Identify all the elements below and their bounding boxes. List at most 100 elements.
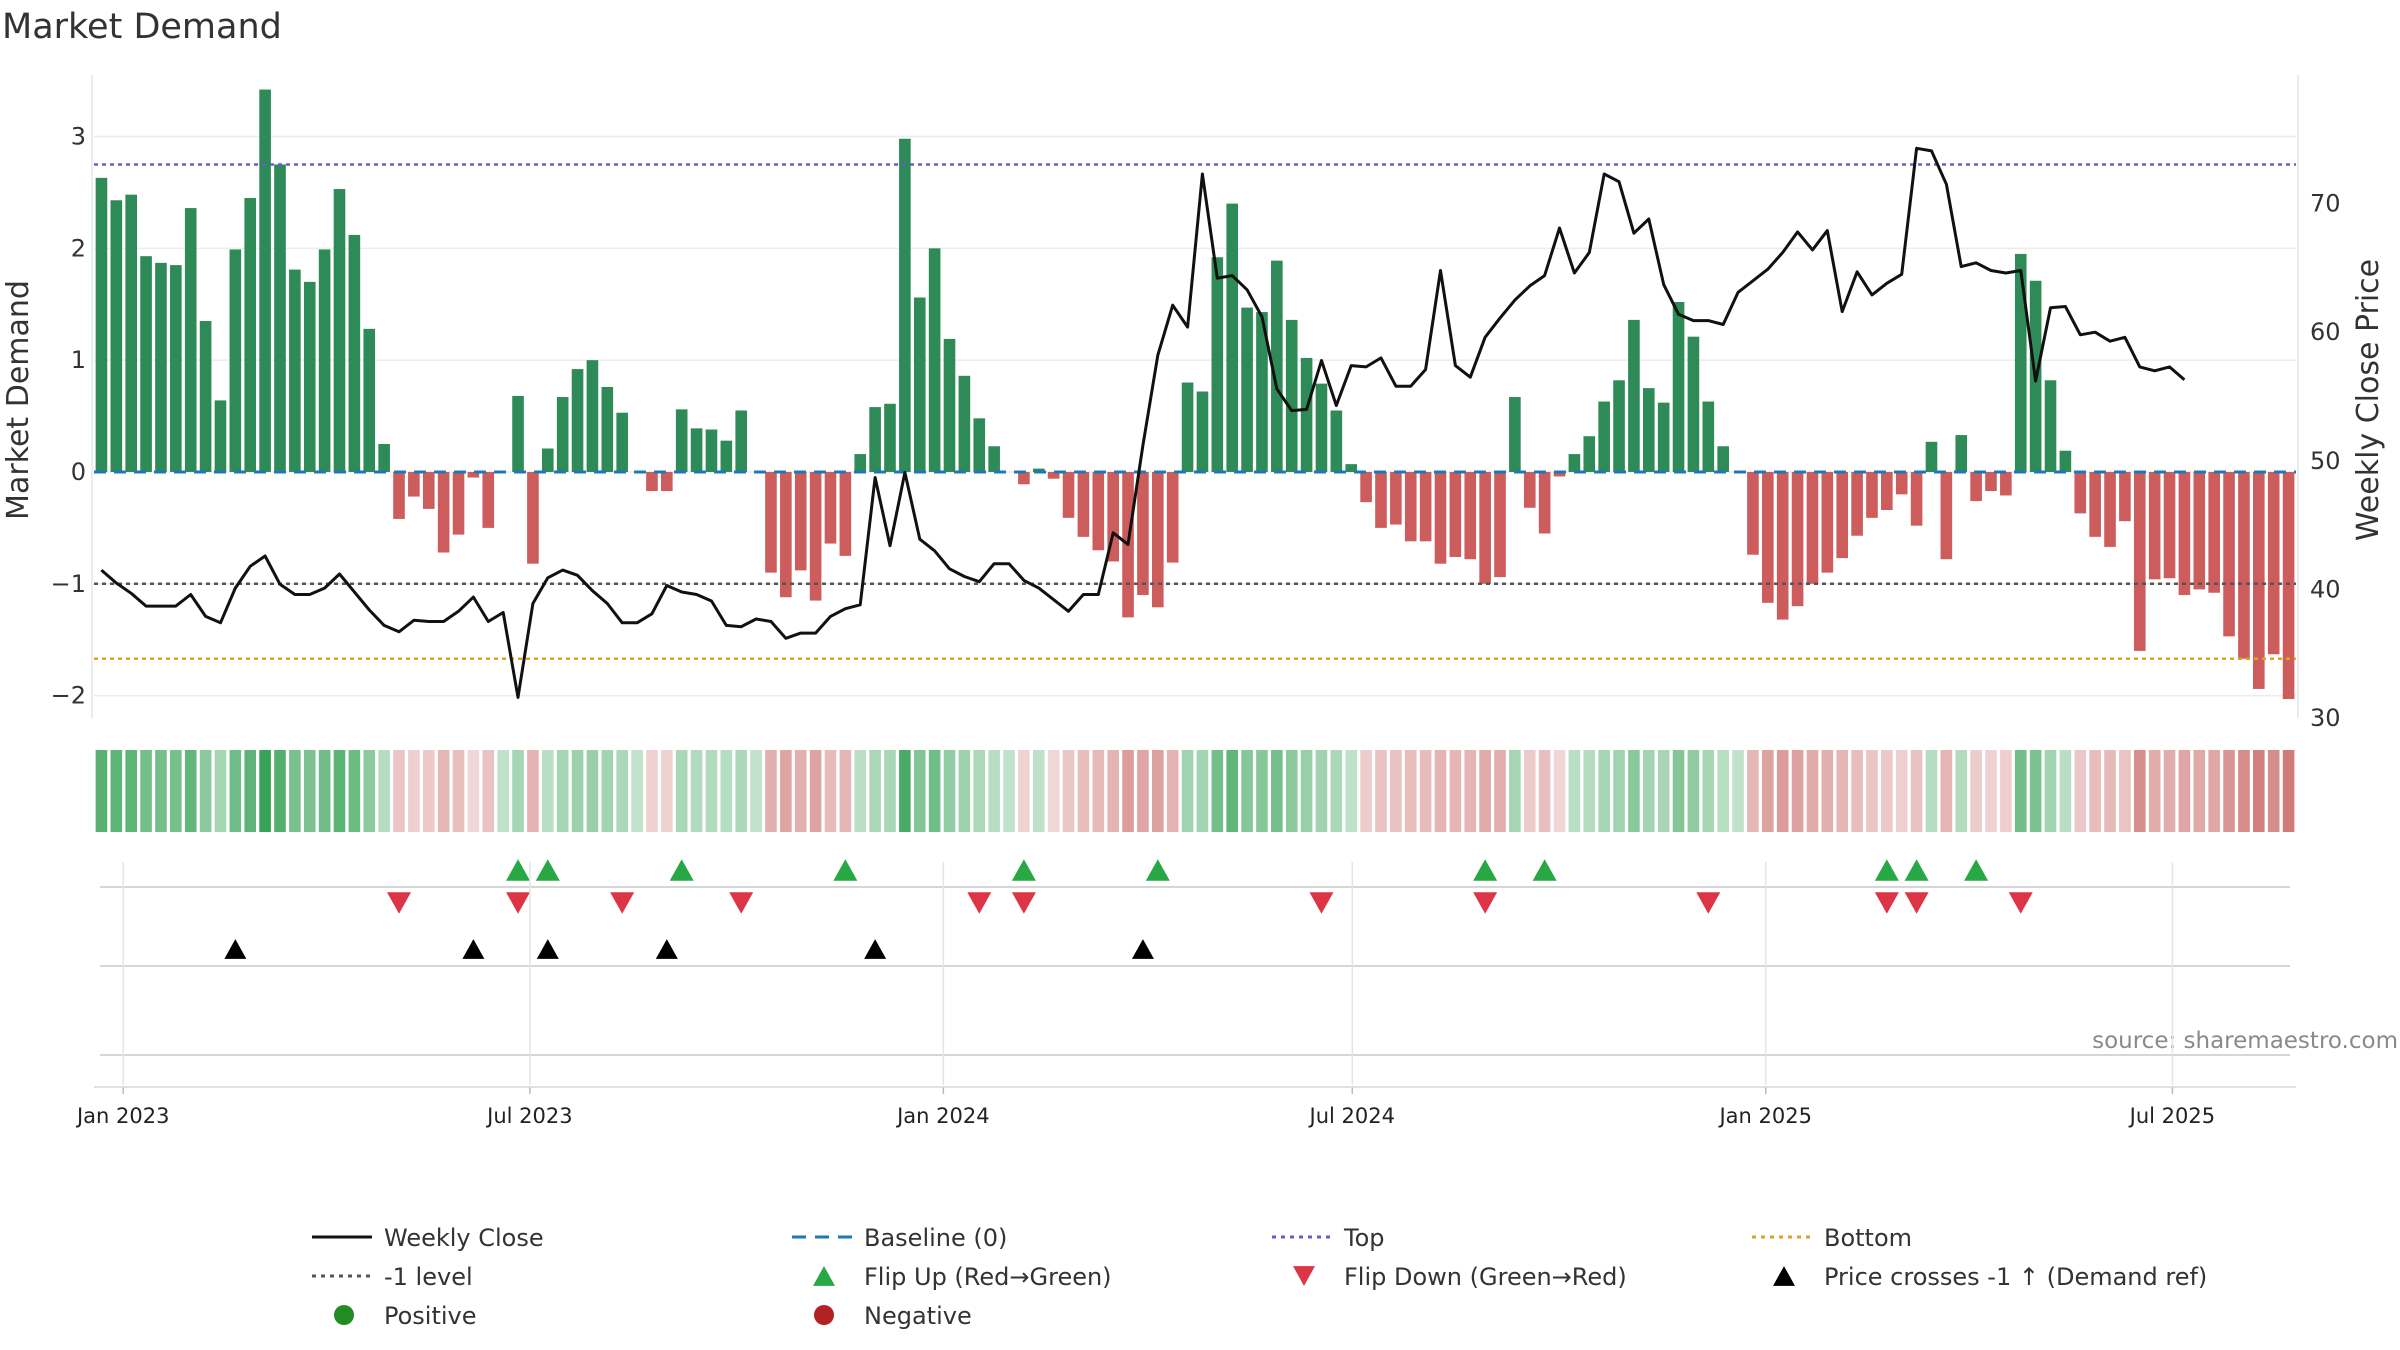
demand-bar — [2223, 471, 2235, 637]
demand-bar — [214, 400, 227, 472]
demand-bar — [2119, 471, 2131, 522]
legend-label: Flip Up (Red→Green) — [864, 1263, 1112, 1291]
demand-bar — [2238, 471, 2250, 659]
heat-cell — [1628, 750, 1640, 832]
demand-bar — [1300, 357, 1313, 472]
demand-bar — [527, 471, 539, 564]
demand-bar — [2000, 471, 2012, 496]
heat-cell — [601, 750, 614, 832]
demand-bar — [482, 471, 495, 528]
flip-down-marker — [1874, 892, 1899, 914]
demand-bar — [1866, 471, 1878, 518]
right-tick-label: 40 — [2310, 575, 2341, 603]
heat-cell — [1806, 750, 1819, 832]
flip-up-marker — [1473, 859, 1498, 881]
demand-bar — [1152, 471, 1164, 608]
flip-down-marker — [2008, 892, 2033, 914]
heat-cell — [854, 750, 867, 832]
demand-bar — [958, 375, 971, 472]
demand-bar — [318, 249, 331, 472]
heat-cell — [1747, 750, 1759, 832]
demand-bar — [1404, 471, 1417, 542]
date-tick-label: Jan 2023 — [75, 1104, 170, 1128]
heat-cell — [1568, 750, 1581, 832]
heat-cell — [646, 750, 658, 832]
source-text: source: sharemaestro.com — [2092, 1028, 2398, 1054]
demand-bar — [1196, 391, 1209, 472]
heat-cell — [140, 750, 152, 832]
demand-heat-strip — [95, 750, 2295, 832]
heat-cell — [1152, 750, 1164, 832]
flip-up-marker — [506, 859, 531, 881]
heat-cell — [1271, 750, 1283, 832]
heat-cell — [1018, 750, 1030, 832]
demand-bar — [2148, 471, 2161, 580]
demand-bar — [1285, 319, 1298, 472]
demand-bar — [1583, 436, 1596, 472]
demand-bar — [1895, 471, 1908, 495]
demand-bar — [735, 410, 748, 472]
demand-bar — [2163, 471, 2176, 579]
demand-bar — [809, 471, 822, 601]
demand-bar — [1241, 307, 1253, 472]
demand-bar — [1271, 260, 1283, 472]
heat-cell — [1285, 750, 1298, 832]
demand-bar — [1642, 388, 1655, 472]
heat-cell — [482, 750, 495, 832]
demand-bar — [824, 471, 837, 544]
heat-cell — [1687, 750, 1700, 832]
heat-cell — [765, 750, 777, 832]
heat-cell — [958, 750, 971, 832]
left-tick-label: 2 — [71, 234, 86, 262]
heat-cell — [705, 750, 718, 832]
heat-cell — [408, 750, 420, 832]
heat-cell — [1062, 750, 1075, 832]
demand-bar — [928, 248, 941, 472]
heat-cell — [378, 750, 390, 832]
demand-bar — [363, 328, 376, 472]
heat-cell — [333, 750, 346, 832]
heat-cell — [1940, 750, 1953, 832]
demand-bar — [1256, 312, 1268, 472]
demand-bar — [913, 297, 926, 472]
price-cross-marker — [655, 939, 678, 959]
demand-bar — [988, 446, 1000, 472]
demand-bar — [780, 471, 792, 598]
legend-label: Flip Down (Green→Red) — [1344, 1263, 1627, 1291]
heat-cell — [1181, 750, 1194, 832]
heat-cell — [1613, 750, 1625, 832]
heat-cell — [1702, 750, 1715, 832]
demand-bar — [1955, 435, 1968, 472]
flip-down-marker — [387, 892, 412, 914]
demand-bar — [1345, 464, 1358, 472]
heat-cell — [95, 750, 108, 832]
heat-cell — [2059, 750, 2072, 832]
demand-bar — [1077, 471, 1090, 537]
flip-up-marker — [1904, 859, 1929, 881]
heat-cell — [1003, 750, 1015, 832]
legend-label: Weekly Close — [384, 1224, 544, 1252]
demand-bar — [973, 418, 986, 472]
heat-cell — [1553, 750, 1566, 832]
heat-cell — [1836, 750, 1849, 832]
demand-bar — [2074, 471, 2087, 514]
demand-bar — [1330, 410, 1343, 472]
demand-bar — [244, 198, 257, 472]
demand-bar — [2044, 380, 2057, 472]
demand-bar — [170, 265, 182, 472]
heat-cell — [973, 750, 986, 832]
flip-up-marker — [535, 859, 560, 881]
heat-cell — [318, 750, 331, 832]
flip-up-marker — [1145, 859, 1170, 881]
demand-bar — [854, 454, 867, 472]
heat-cell — [750, 750, 762, 832]
demand-bar — [1970, 471, 1982, 502]
heat-cell — [2000, 750, 2012, 832]
demand-bar — [2133, 471, 2146, 651]
demand-bar — [140, 256, 152, 472]
heat-cell — [1717, 750, 1729, 832]
demand-bar — [2104, 471, 2116, 547]
demand-bar — [1226, 203, 1238, 472]
heat-cell — [556, 750, 569, 832]
heat-cell — [2238, 750, 2250, 832]
